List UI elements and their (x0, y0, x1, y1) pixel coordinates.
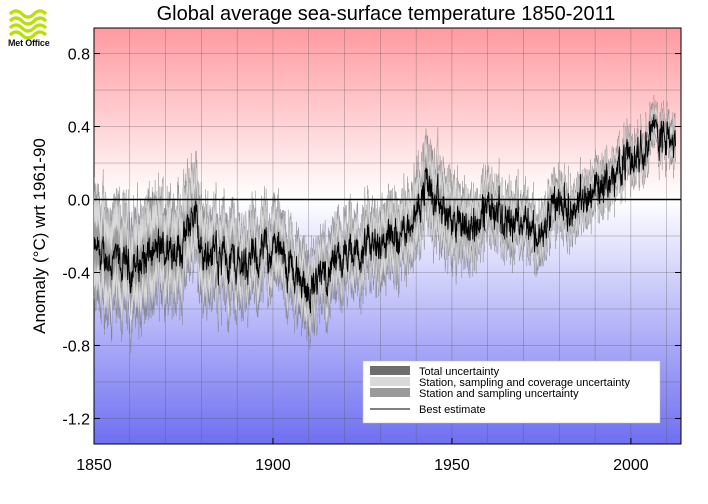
legend-swatch-sampling (370, 388, 410, 397)
x-tick-label: 1950 (434, 457, 470, 474)
y-tick-label: -0.8 (62, 338, 90, 355)
legend-swatch-coverage (370, 377, 410, 386)
y-tick-label: -1.2 (62, 411, 90, 428)
legend-label-coverage: Station, sampling and coverage uncertain… (419, 377, 630, 389)
x-tick-label: 1900 (255, 457, 291, 474)
met-office-logo-icon (8, 9, 48, 40)
x-tick-label: 1850 (76, 457, 112, 474)
y-axis-label: Anomaly (°C) wrt 1961-90 (30, 138, 49, 334)
best-estimate-line (93, 114, 677, 314)
legend: Total uncertainty Station, sampling and … (362, 360, 661, 424)
axis-ticks: -1.2 -0.8 -0.4 0.0 0.4 0.8 1850 1900 1950 2000 (62, 47, 681, 474)
met-office-logo (8, 6, 60, 54)
y-tick-label: 0.8 (68, 47, 90, 64)
legend-label-sampling: Station and sampling uncertainty (419, 388, 579, 400)
y-tick-label: -0.4 (62, 265, 90, 282)
y-tick-label: 0.4 (68, 120, 90, 137)
coverage-uncertainty-band (94, 98, 676, 342)
best-estimate-series (93, 114, 677, 314)
legend-box (362, 360, 661, 424)
y-tick-label: 0.0 (68, 193, 90, 210)
x-tick-label: 2000 (613, 457, 649, 474)
sampling-uncertainty-area (94, 106, 676, 326)
chart-title: Global average sea-surface temperature 1… (157, 3, 616, 25)
legend-swatch-total (370, 366, 410, 375)
legend-label-total: Total uncertainty (419, 366, 500, 378)
legend-label-best: Best estimate (419, 404, 486, 416)
coverage-uncertainty-area (94, 98, 676, 342)
logo-text: Met Office (8, 38, 50, 48)
sampling-uncertainty-band (94, 106, 676, 326)
